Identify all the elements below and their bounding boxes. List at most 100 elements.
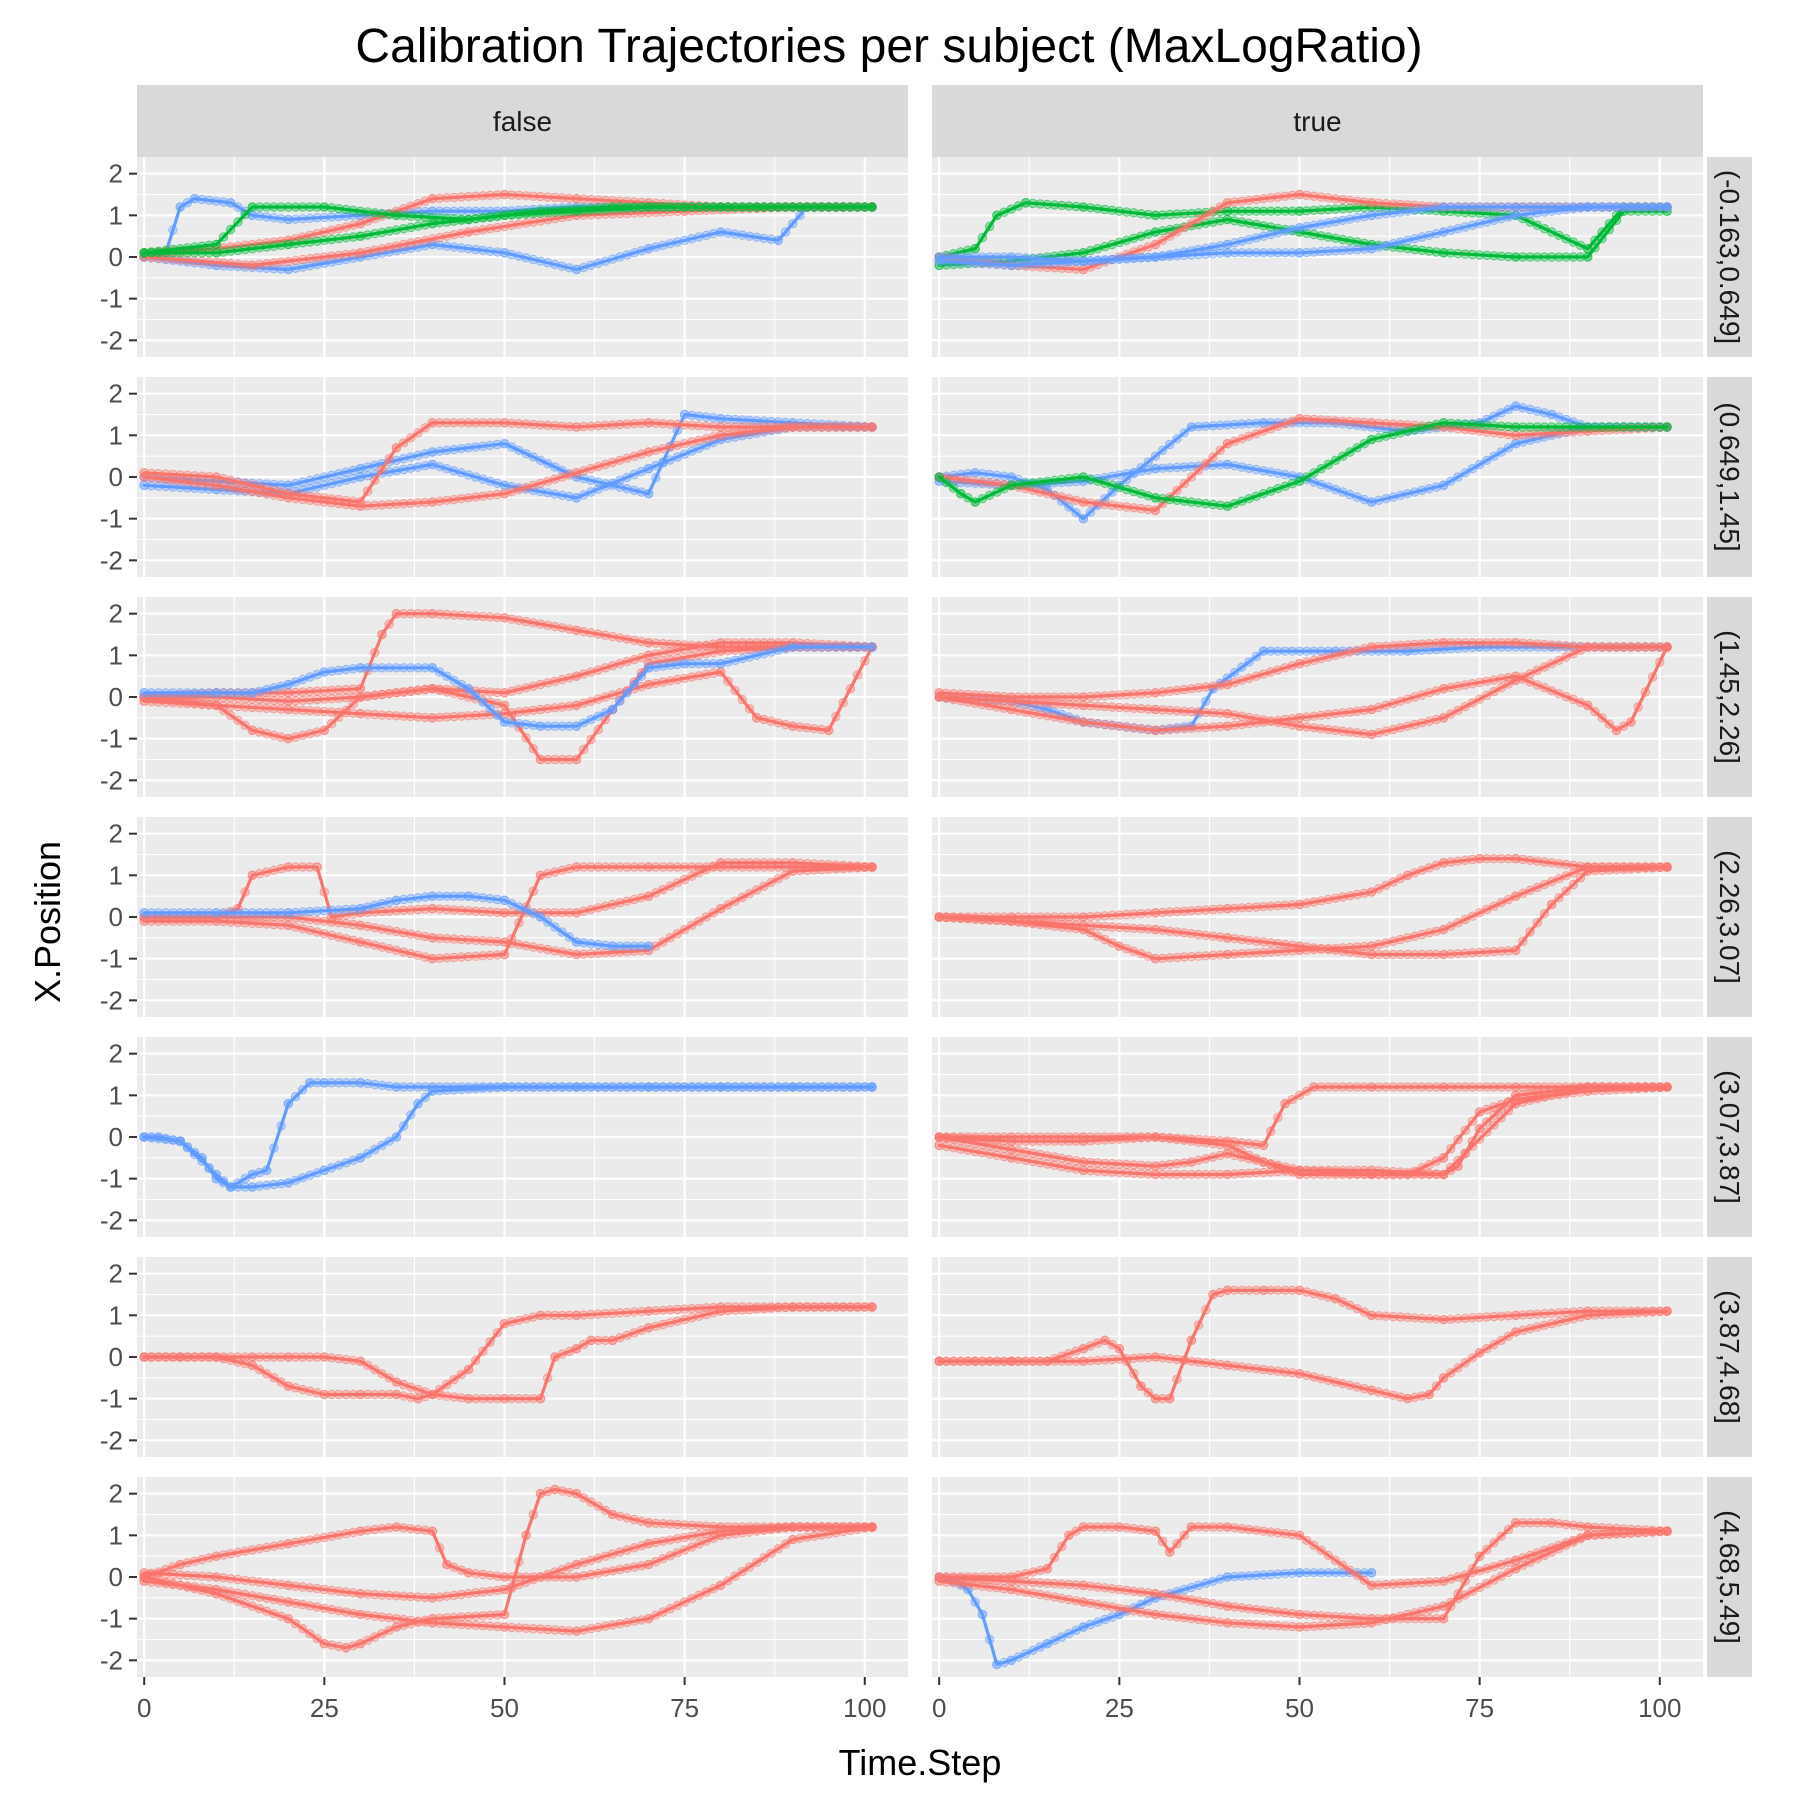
data-point (384, 454, 394, 464)
data-point (471, 690, 481, 700)
data-point (1129, 1369, 1139, 1379)
data-point (233, 259, 243, 269)
data-point (499, 949, 510, 960)
facet-panel (137, 1037, 908, 1237)
data-point (557, 193, 567, 203)
data-point (391, 241, 402, 251)
data-point (514, 219, 524, 229)
data-point (175, 202, 185, 212)
data-point (615, 252, 625, 262)
data-point (514, 209, 524, 220)
series-line (142, 205, 874, 272)
data-point (535, 912, 546, 922)
data-point (867, 1302, 877, 1312)
data-point (1510, 945, 1521, 956)
data-point (694, 202, 704, 212)
data-point (694, 232, 704, 242)
data-point (1215, 445, 1225, 455)
data-point (528, 886, 538, 896)
data-point (1496, 1113, 1506, 1123)
data-point (1453, 1155, 1463, 1166)
data-point (478, 213, 488, 223)
data-point (370, 647, 380, 658)
data-point (362, 486, 373, 496)
data-point (629, 203, 639, 213)
data-point (860, 656, 870, 666)
data-point (679, 202, 690, 212)
data-point (406, 1110, 416, 1120)
data-point (326, 251, 337, 261)
data-point (269, 258, 279, 268)
data-point (1655, 657, 1665, 667)
data-point (550, 259, 560, 270)
data-point (643, 941, 654, 951)
data-point (1071, 508, 1081, 518)
data-point (737, 230, 747, 240)
data-point (471, 1355, 481, 1366)
data-point (168, 254, 178, 264)
data-point (492, 1328, 502, 1338)
row-strip (1707, 1477, 1752, 1677)
data-point (218, 247, 229, 257)
row-strip-label: (3.07,3.87] (1714, 1070, 1745, 1204)
data-point (730, 202, 740, 212)
data-point (934, 472, 944, 482)
data-point (413, 221, 423, 231)
chart-title: Calibration Trajectories per subject (Ma… (355, 20, 1422, 73)
data-point (334, 250, 344, 261)
data-point (701, 202, 711, 212)
data-point (1640, 687, 1651, 697)
data-point (319, 235, 329, 246)
data-point (377, 464, 387, 475)
data-point (1460, 1148, 1470, 1159)
data-point (478, 245, 488, 256)
data-point (290, 214, 301, 224)
data-point (586, 205, 596, 216)
data-point (434, 218, 445, 228)
data-point (261, 1165, 272, 1176)
column-strip-label: false (493, 106, 552, 137)
data-point (391, 442, 402, 453)
data-point (651, 242, 661, 252)
data-point (535, 208, 546, 219)
data-point (384, 226, 394, 236)
data-point (413, 211, 423, 222)
data-point (427, 1526, 438, 1536)
data-point (305, 213, 315, 224)
data-point (463, 214, 474, 225)
data-point (384, 242, 394, 253)
data-point (283, 214, 294, 225)
data-point (593, 724, 603, 735)
data-point (1186, 1335, 1197, 1346)
data-point (1662, 202, 1672, 212)
data-point (941, 477, 952, 488)
data-point (211, 257, 222, 268)
data-point (1150, 505, 1161, 516)
data-point (391, 1132, 402, 1142)
data-point (543, 1373, 553, 1383)
row-strip (1707, 157, 1752, 357)
data-point (384, 619, 394, 629)
data-point (977, 232, 988, 243)
data-point (629, 248, 639, 258)
data-point (1532, 918, 1543, 928)
data-point (521, 191, 531, 201)
data-point (1201, 696, 1211, 706)
data-point (197, 1156, 207, 1166)
data-point (701, 230, 711, 241)
data-point (867, 202, 877, 212)
data-point (326, 234, 337, 245)
data-point (499, 700, 510, 711)
data-point (175, 248, 185, 258)
data-point (456, 192, 466, 202)
data-point (290, 255, 301, 265)
data-point (521, 209, 531, 219)
data-point (788, 219, 798, 229)
data-point (197, 248, 207, 258)
data-point (398, 224, 409, 234)
data-point (189, 248, 200, 258)
data-point (737, 694, 747, 705)
data-point (478, 697, 488, 707)
data-point (744, 704, 755, 714)
data-point (723, 202, 733, 212)
